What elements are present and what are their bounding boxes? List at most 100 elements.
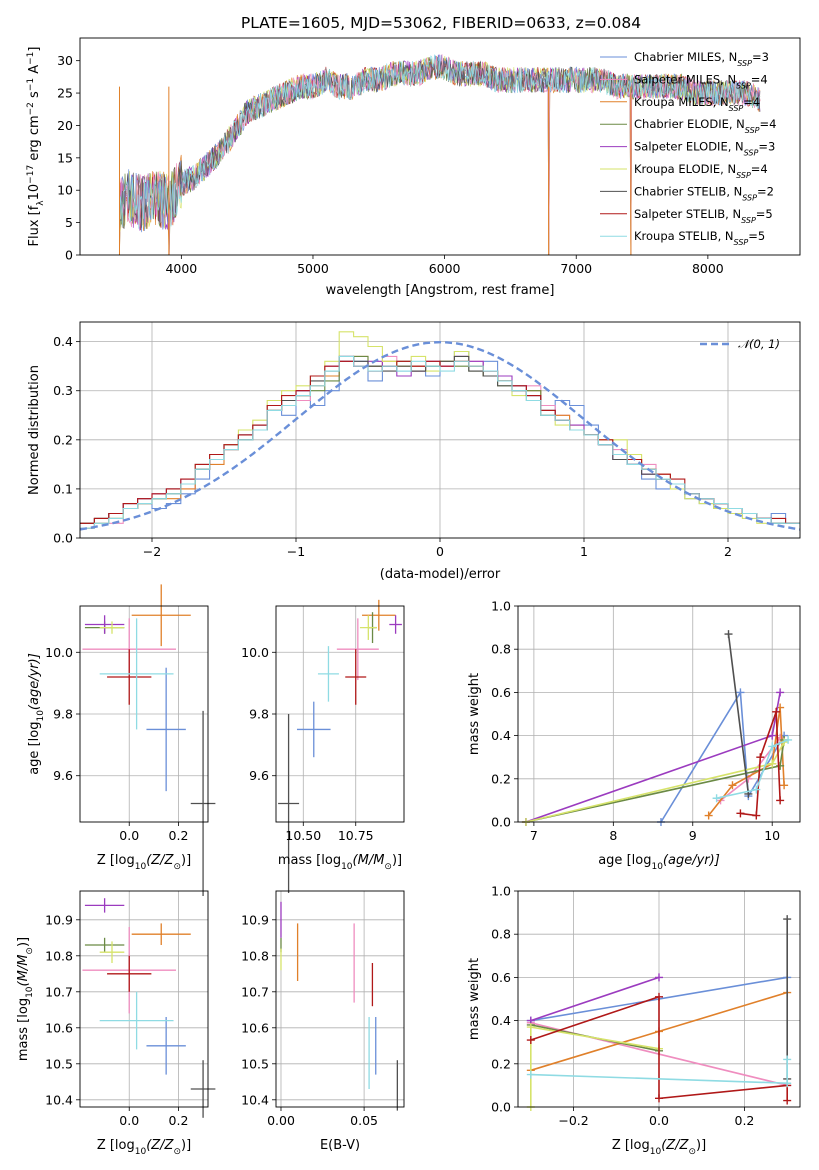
- y-tick-label: 9.8: [249, 707, 269, 722]
- x-tick-label: 0.0: [119, 828, 139, 843]
- y-tick-label: 10.0: [45, 645, 73, 660]
- mass-weight-marker: [526, 1023, 535, 1032]
- mass-weight-marker: [728, 781, 737, 790]
- mass-weight-line: [727, 634, 750, 794]
- y-tick-label: 0.2: [491, 771, 511, 786]
- mass-weight-marker: [784, 735, 793, 744]
- z-massweight-panel: −0.2 0.0 0.2 0.0 0.2 0.4 0.6 0.8 1.0 Z [log10(Z/Z…: [467, 884, 801, 1157]
- x-tick-label: 1: [580, 544, 588, 559]
- y-tick-label: 0.0: [491, 815, 511, 830]
- x-tick-label: 0.2: [169, 828, 189, 843]
- y-tick-label: 25: [57, 86, 73, 101]
- y-axis-label: mass weight: [467, 673, 482, 755]
- mass-weight-marker: [655, 1094, 663, 1103]
- x-tick-label: 5000: [297, 261, 329, 276]
- legend-label: Salpeter MILES, NSSP=4: [634, 72, 768, 90]
- x-tick-label: −2: [143, 544, 161, 559]
- y-tick-label: 10.9: [45, 912, 73, 927]
- mass-weight-marker: [776, 688, 785, 697]
- x-tick-label: 10.50: [285, 828, 321, 843]
- x-tick-label: 0.0: [119, 1113, 139, 1128]
- x-tick-label: 0.2: [735, 1113, 755, 1128]
- mass-weight-marker: [736, 809, 745, 818]
- y-tick-label: 0.2: [491, 1056, 511, 1071]
- mass-weight-marker: [768, 759, 777, 768]
- x-axis-label: Z [log10(Z/Z⊙)]: [97, 1138, 191, 1157]
- x-axis-label: E(B-V): [320, 1138, 360, 1153]
- mass-weight-marker: [712, 794, 721, 803]
- y-tick-label: 0.6: [491, 685, 511, 700]
- mass-weight-marker: [783, 1055, 792, 1064]
- y-tick-label: 0.0: [53, 531, 73, 546]
- mass-weight-line: [530, 976, 660, 1022]
- y-tick-label: 0.4: [491, 728, 511, 743]
- y-tick-label: 10.8: [45, 948, 73, 963]
- legend-label: Chabrier MILES, NSSP=3: [634, 50, 769, 68]
- mass-weight-line: [716, 739, 789, 799]
- x-axis-label: mass [log10(M/M⊙)]: [278, 853, 402, 872]
- normal-curve: [79, 340, 801, 531]
- x-tick-label: −0.2: [558, 1113, 588, 1128]
- y-tick-label: 10.5: [241, 1056, 269, 1071]
- y-tick-label: 0.4: [491, 1013, 511, 1028]
- x-axis-label: age [log10(age/yr)]: [598, 853, 720, 872]
- legend-label: Chabrier ELODIE, NSSP=4: [634, 117, 776, 135]
- x-axis-label: Z [log10(Z/Z⊙)]: [612, 1138, 706, 1157]
- y-tick-label: 10.8: [241, 948, 269, 963]
- mass-weight-marker: [768, 731, 777, 740]
- mass-weight-marker: [752, 785, 761, 794]
- x-tick-label: 10.75: [338, 828, 374, 843]
- axes-frame: [275, 890, 405, 1108]
- y-tick-label: 1.0: [491, 599, 511, 614]
- histogram-step: [80, 360, 800, 524]
- x-tick-label: 4000: [165, 261, 197, 276]
- spectrum-panel: 4000 5000 6000 7000 8000 0 5 10 15 20 25 30 waveleng…: [26, 37, 801, 298]
- axes-frame: [79, 37, 801, 256]
- y-tick-label: 0: [65, 248, 73, 263]
- y-tick-label: 0.3: [53, 383, 73, 398]
- y-tick-label: 9.8: [53, 707, 73, 722]
- y-tick-label: 5: [65, 215, 73, 230]
- axes-frame: [517, 605, 801, 823]
- x-tick-label: 0: [436, 544, 444, 559]
- x-tick-label: −1: [287, 544, 305, 559]
- mass-weight-marker: [783, 915, 792, 924]
- mass-weight-marker: [776, 761, 785, 770]
- mass-weight-marker: [752, 811, 761, 820]
- legend-label: Kroupa MILES, NSSP=4: [634, 95, 760, 113]
- mass-weight-marker: [704, 811, 713, 820]
- mass-weight-marker: [780, 781, 789, 790]
- y-tick-label: 20: [57, 118, 73, 133]
- z-age-panel: 0.0 0.2 9.6 9.8 10.0 Z [log10(Z/Z⊙)] age [log1…: [27, 584, 216, 897]
- legend-label: Salpeter STELIB, NSSP=5: [634, 207, 773, 225]
- mass-weight-marker: [776, 796, 785, 805]
- x-tick-label: 0.2: [169, 1113, 189, 1128]
- mass-weight-marker: [655, 973, 663, 982]
- x-tick-label: 7000: [560, 261, 592, 276]
- z-mass-panel: 0.0 0.2 10.4 10.5 10.6 10.7 10.8 10.9 Z [log10(Z…: [16, 890, 216, 1157]
- y-axis-label: age [log10(age/yr)]: [27, 653, 46, 775]
- legend-label: Chabrier STELIB, NSSP=2: [634, 184, 774, 202]
- mass-weight-marker: [768, 742, 777, 751]
- y-tick-label: 0.4: [53, 334, 73, 349]
- y-tick-label: 10.0: [241, 645, 269, 660]
- x-tick-label: 9: [689, 828, 697, 843]
- x-tick-label: 0.00: [267, 1113, 295, 1128]
- residual-histogram-panel: −2 −1 0 1 2 0.0 0.1 0.2 0.3 0.4 (data-model)/error…: [27, 321, 801, 582]
- mass-weight-marker: [783, 1079, 792, 1088]
- y-tick-label: 10.5: [45, 1056, 73, 1071]
- y-axis-label: mass weight: [467, 958, 482, 1040]
- y-tick-label: 30: [57, 53, 73, 68]
- y-tick-label: 15: [57, 150, 73, 165]
- legend-label: Kroupa ELODIE, NSSP=4: [634, 162, 768, 180]
- y-tick-label: 10.9: [241, 912, 269, 927]
- x-tick-label: 0.0: [649, 1113, 669, 1128]
- mass-weight-marker: [724, 630, 733, 639]
- x-tick-label: 2: [724, 544, 732, 559]
- mass-weight-line: [530, 995, 788, 1101]
- y-tick-label: 1.0: [491, 884, 511, 899]
- x-tick-label: 10: [764, 828, 780, 843]
- age-massweight-panel: 7 8 9 10 0.0 0.2 0.4 0.6 0.8 1.0 age [log10(age/yr…: [467, 599, 801, 872]
- mass-weight-marker: [736, 688, 745, 697]
- mass-weight-marker: [756, 753, 765, 762]
